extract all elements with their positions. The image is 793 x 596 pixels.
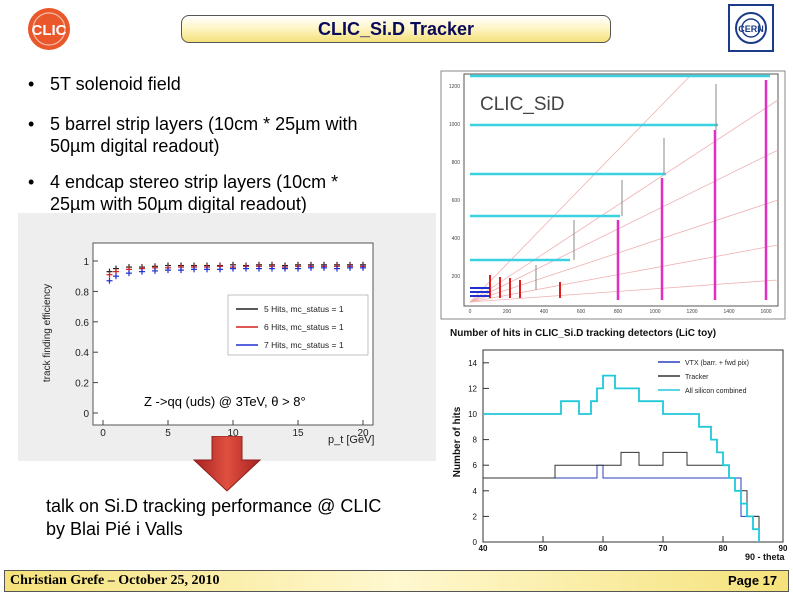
geometry-xtick-label: 600 xyxy=(577,309,586,315)
hits-ytick-label: 14 xyxy=(468,359,477,368)
geometry-xtick-label: 400 xyxy=(540,309,549,315)
efficiency-ytick-label: 1 xyxy=(83,257,89,268)
hits-ylabel: Number of hits xyxy=(452,406,463,477)
geometry-ytick-label: 600 xyxy=(452,198,461,204)
geometry-xtick-label: 1600 xyxy=(760,309,771,315)
hits-legend-label: Tracker xyxy=(685,374,709,381)
geometry-plot: CLIC_SiD xyxy=(440,70,786,320)
hits-xtick-label: 70 xyxy=(659,544,668,553)
bullet-endcap-layers: • 4 endcap stereo strip layers (10cm * 2… xyxy=(28,171,438,217)
hits-title: Number of hits in CLIC_Si.D tracking det… xyxy=(450,328,716,339)
geometry-ytick-label: 1200 xyxy=(449,84,460,90)
cern-logo: CERN xyxy=(728,4,774,52)
efficiency-legend-label: 6 Hits, mc_status = 1 xyxy=(264,322,344,332)
geometry-ytick-label: 800 xyxy=(452,160,461,166)
efficiency-ytick-label: 0.4 xyxy=(75,348,89,359)
talk-reference-line1: talk on Si.D tracking performance @ CLIC xyxy=(46,496,382,516)
efficiency-legend-label: 5 Hits, mc_status = 1 xyxy=(264,304,344,314)
clic-logo: CLIC xyxy=(18,6,80,52)
hits-series-line xyxy=(483,464,760,542)
bullet-glyph: • xyxy=(28,74,35,94)
hits-ytick-label: 10 xyxy=(468,410,477,419)
bullet-glyph: • xyxy=(28,114,35,134)
geometry-xtick-label: 1000 xyxy=(649,309,660,315)
hits-xtick-label: 80 xyxy=(719,544,728,553)
hits-ytick-label: 2 xyxy=(473,512,478,521)
hits-xtick-label: 50 xyxy=(539,544,548,553)
hits-ytick-label: 12 xyxy=(468,384,477,393)
hits-xtick-label: 40 xyxy=(479,544,488,553)
geometry-xtick-label: 200 xyxy=(503,309,512,315)
efficiency-legend-label: 7 Hits, mc_status = 1 xyxy=(264,340,344,350)
hits-ytick-label: 6 xyxy=(473,461,478,470)
efficiency-xtick-label: 0 xyxy=(100,428,106,439)
hits-xlabel: 90 - theta xyxy=(745,552,786,562)
efficiency-xtick-label: 20 xyxy=(357,428,369,439)
bullet-text-line2: 25µm with 50µm digital readout) xyxy=(50,194,307,214)
bullet-solenoid: • 5T solenoid field xyxy=(28,73,428,97)
bullet-barrel-layers: • 5 barrel strip layers (10cm * 25µm wit… xyxy=(28,113,438,159)
efficiency-ytick-label: 0.8 xyxy=(75,287,89,298)
efficiency-xlabel: p_t [GeV] xyxy=(328,434,374,446)
efficiency-ytick-label: 0.2 xyxy=(75,379,89,390)
geometry-xtick-label: 1200 xyxy=(686,309,697,315)
hits-series-line xyxy=(483,374,760,542)
efficiency-ytick-label: 0 xyxy=(83,409,89,420)
talk-reference-line2: by Blai Pié i Valls xyxy=(46,519,183,539)
hits-ytick-label: 0 xyxy=(473,538,478,547)
down-arrow xyxy=(192,435,262,492)
clic-logo-text: CLIC xyxy=(32,22,67,39)
bullet-text: 5T solenoid field xyxy=(50,74,181,94)
efficiency-annotation: Z ->qq (uds) @ 3TeV, θ > 8° xyxy=(144,394,306,409)
efficiency-xtick-label: 15 xyxy=(292,428,304,439)
footer-bar xyxy=(4,570,789,592)
efficiency-xtick-label: 10 xyxy=(227,428,239,439)
bullet-text-line1: 4 endcap stereo strip layers (10cm * xyxy=(50,172,339,192)
efficiency-plot: track finding efficiency 0 0.2 0.4 0.6 0.8 1 … xyxy=(18,213,436,461)
footer-author-date: Christian Grefe – October 25, 2010 xyxy=(10,573,220,588)
cern-logo-text: CERN xyxy=(738,24,764,34)
hits-xtick-label: 90 xyxy=(779,544,788,553)
slide-title: CLIC_Si.D Tracker xyxy=(181,15,611,43)
geometry-xtick-label: 0 xyxy=(469,309,472,315)
bullet-text-line2: 50µm digital readout) xyxy=(50,136,220,156)
hits-ytick-label: 8 xyxy=(473,436,478,445)
geometry-xtick-label: 800 xyxy=(614,309,623,315)
hits-ytick-label: 4 xyxy=(473,487,478,496)
hits-plot: Number of hits in CLIC_Si.D tracking det… xyxy=(440,322,790,568)
geometry-ytick-label: 1000 xyxy=(449,122,460,128)
geometry-ytick-label: 200 xyxy=(452,274,461,280)
hits-legend-label: VTX (barr. + fwd pix) xyxy=(685,360,749,367)
geometry-title: CLIC_SiD xyxy=(480,94,564,115)
geometry-ytick-label: 400 xyxy=(452,236,461,242)
efficiency-ytick-label: 0.6 xyxy=(75,318,89,329)
hits-legend-label: All silicon combined xyxy=(685,388,747,395)
efficiency-xtick-label: 5 xyxy=(165,428,171,439)
bullet-text-line1: 5 barrel strip layers (10cm * 25µm with xyxy=(50,114,358,134)
page-number: Page 17 xyxy=(728,573,778,588)
geometry-xtick-label: 1400 xyxy=(723,309,734,315)
bullet-glyph: • xyxy=(28,172,35,192)
hits-xtick-label: 60 xyxy=(599,544,608,553)
efficiency-ylabel: track finding efficiency xyxy=(42,284,53,382)
